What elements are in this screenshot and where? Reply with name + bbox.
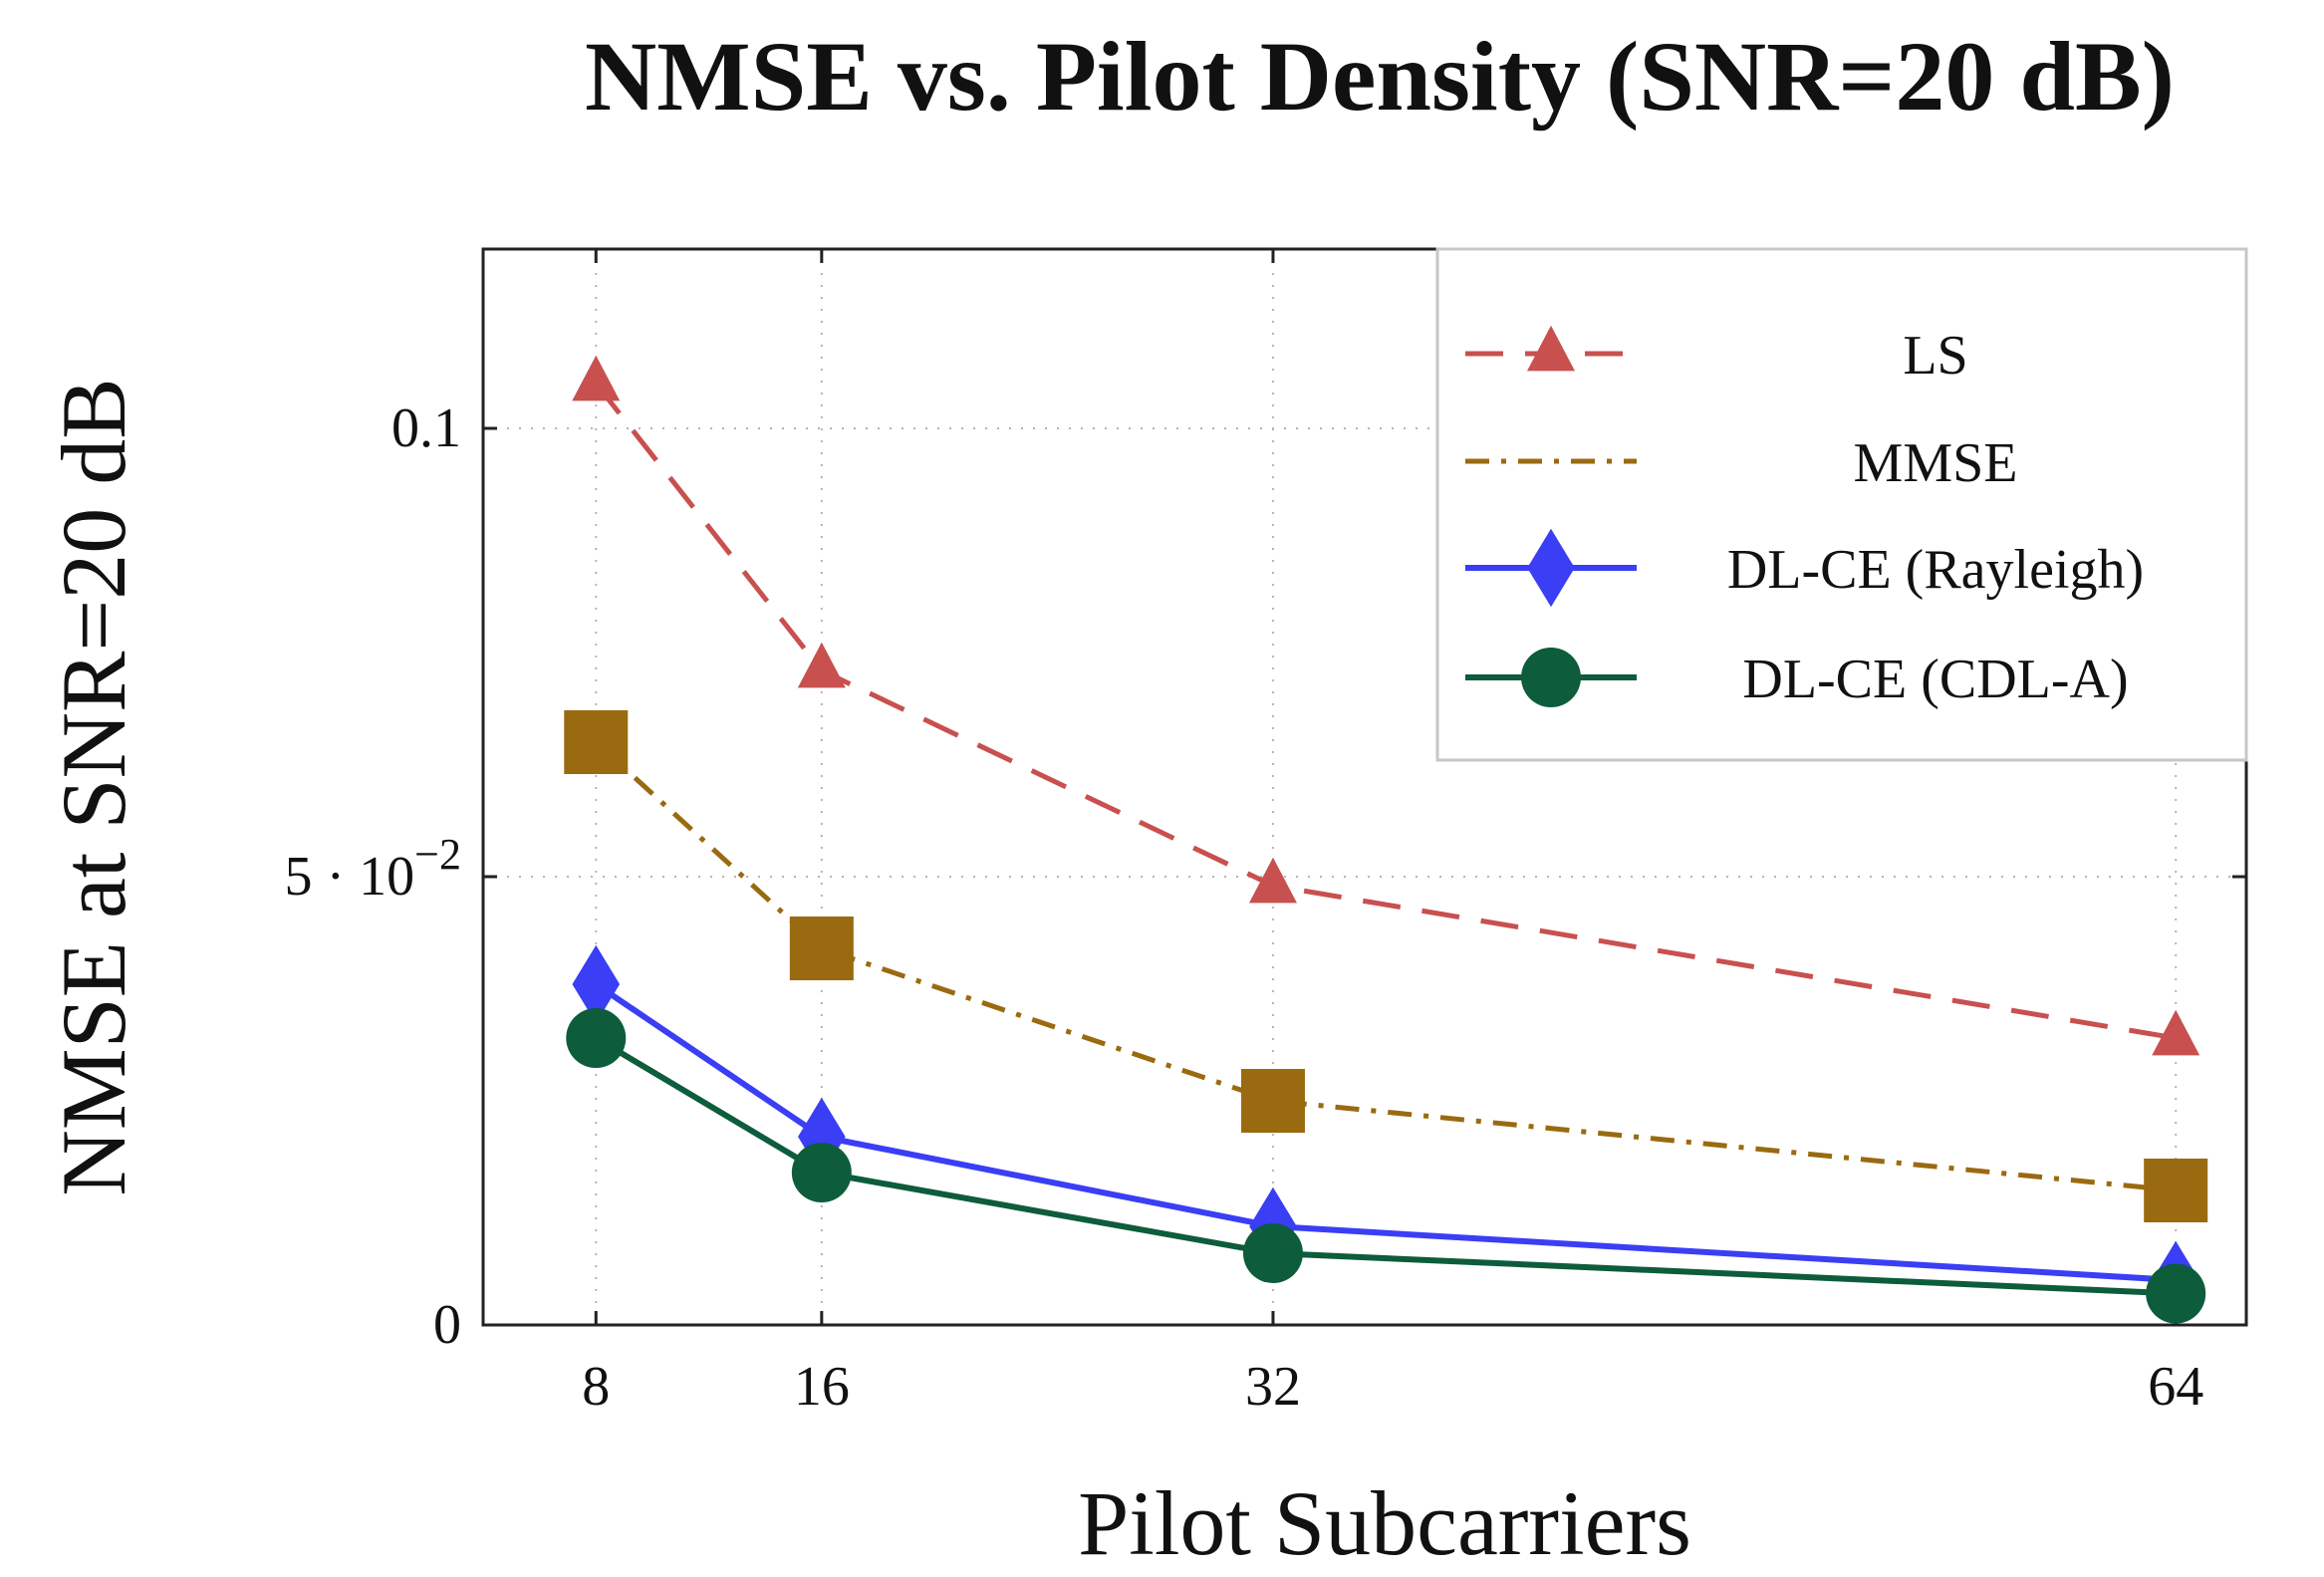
data-point-circle xyxy=(791,1143,852,1202)
legend-label: DL-CE (CDL-A) xyxy=(1742,649,2128,710)
axes: 8 16 32 64 0 5 · 10−2 0.1 xyxy=(285,247,2248,1418)
legend-label: MMSE xyxy=(1854,432,2018,494)
legend-entry: DL-CE (CDL-A) xyxy=(1465,648,2129,710)
data-point-square xyxy=(789,917,854,980)
data-point-square xyxy=(2144,1159,2208,1222)
y-axis-title: NMSE at SNR=20 dB xyxy=(43,378,144,1195)
plot-frame xyxy=(481,247,2248,1327)
legend-marker-triangle xyxy=(1527,325,1575,372)
data-point-circle xyxy=(1242,1223,1303,1283)
chart-title: NMSE vs. Pilot Density (SNR=20 dB) xyxy=(585,21,2175,131)
x-tick-label: 64 xyxy=(2148,1356,2203,1418)
data-point-triangle xyxy=(572,355,621,401)
data-point-square xyxy=(1240,1069,1305,1133)
x-tick-label: 32 xyxy=(1245,1356,1301,1418)
data-point-diamond xyxy=(572,944,621,1024)
data-point-square xyxy=(564,710,629,774)
series-3 xyxy=(566,1008,2206,1324)
series-0 xyxy=(572,355,2200,1056)
series-group xyxy=(564,355,2208,1324)
legend-entry: LS xyxy=(1465,325,1968,387)
data-point-triangle xyxy=(1248,857,1297,904)
series-1 xyxy=(564,710,2208,1222)
x-tick-label: 8 xyxy=(582,1356,610,1418)
y-tick-label: 5 · 10−2 xyxy=(285,830,461,908)
legend: LS MMSE DL-CE (Rayleigh) DL-CE (CDL-A) xyxy=(1435,247,2248,762)
x-tick-label: 16 xyxy=(794,1356,850,1418)
x-axis-title: Pilot Subcarriers xyxy=(1078,1472,1691,1574)
legend-label: LS xyxy=(1903,325,1967,387)
y-tick-label: 0 xyxy=(433,1294,461,1356)
legend-marker-diamond xyxy=(1527,528,1575,608)
legend-label: DL-CE (Rayleigh) xyxy=(1727,539,2144,601)
data-point-triangle xyxy=(797,642,846,688)
series-line xyxy=(594,1035,2177,1297)
series-line xyxy=(594,981,2177,1283)
legend-marker-circle xyxy=(1521,648,1581,707)
legend-entry: MMSE xyxy=(1465,432,2017,494)
y-tick-label: 0.1 xyxy=(391,397,461,459)
legend-entry: DL-CE (Rayleigh) xyxy=(1465,528,2144,608)
data-point-triangle xyxy=(2152,1009,2200,1056)
data-point-circle xyxy=(566,1008,627,1068)
series-line xyxy=(594,740,2177,1193)
data-point-circle xyxy=(2146,1263,2206,1324)
series-line xyxy=(594,382,2177,1041)
